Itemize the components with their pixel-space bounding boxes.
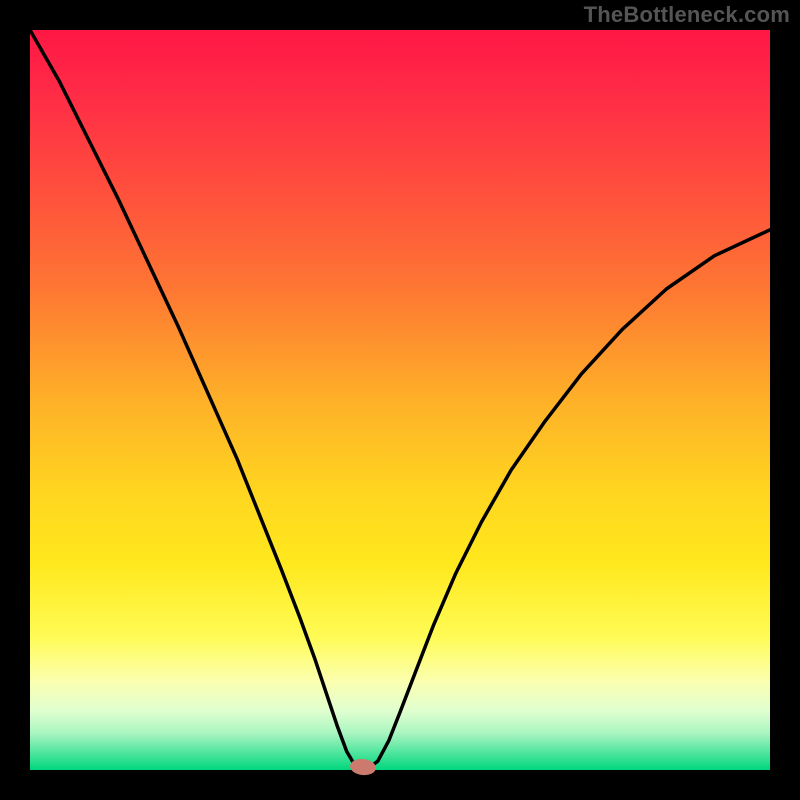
bottleneck-chart (0, 0, 800, 800)
chart-container: TheBottleneck.com (0, 0, 800, 800)
watermark-text: TheBottleneck.com (584, 2, 790, 28)
plot-background (30, 30, 770, 770)
